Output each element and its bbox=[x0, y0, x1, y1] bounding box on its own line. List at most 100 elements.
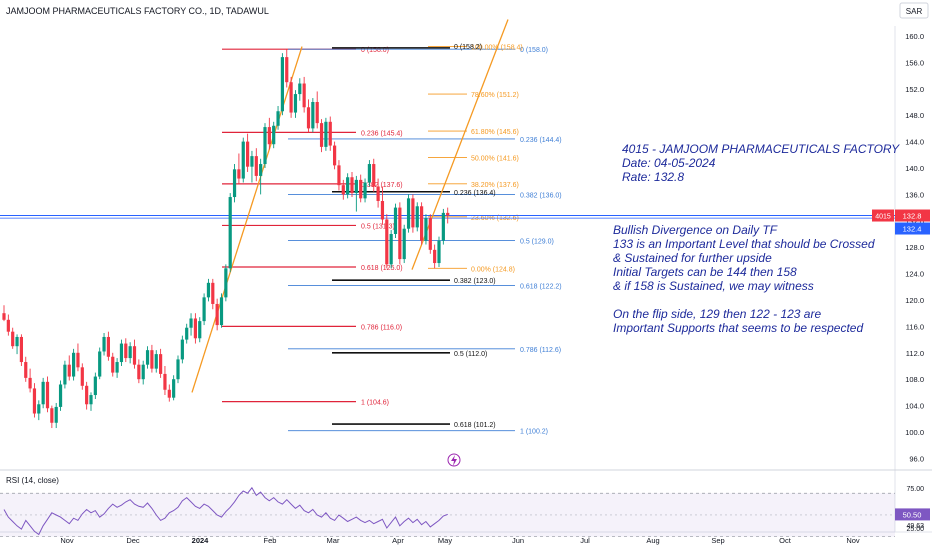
analysis-note: Bullish Divergence on Daily TF 133 is an… bbox=[613, 223, 875, 335]
candle-body bbox=[106, 336, 110, 357]
analysis-line-1: Bullish Divergence on Daily TF bbox=[613, 223, 778, 237]
time-tick-label: Sep bbox=[711, 536, 724, 545]
candle-body bbox=[54, 406, 58, 423]
currency-button-box[interactable] bbox=[899, 2, 929, 19]
candle-body bbox=[141, 364, 145, 380]
time-tick-label: Oct bbox=[779, 536, 792, 545]
last-price-badge: 132.8 bbox=[903, 212, 922, 221]
time-axis[interactable]: Nov Dec 2024 Feb Mar Apr May Jun Jul Aug Sep Oct Nov bbox=[60, 536, 860, 545]
candle-body bbox=[2, 313, 6, 320]
candle-body bbox=[298, 83, 302, 95]
candle-body bbox=[311, 102, 315, 129]
candle-body bbox=[398, 207, 402, 260]
candle-body bbox=[315, 102, 319, 124]
candle-body bbox=[50, 408, 54, 423]
candle-body bbox=[15, 336, 19, 347]
candle-body bbox=[359, 179, 363, 199]
time-tick-label: Apr bbox=[392, 536, 404, 545]
time-tick-label: Aug bbox=[646, 536, 659, 545]
candle-body bbox=[189, 318, 193, 328]
time-tick-label: Jun bbox=[512, 536, 524, 545]
candle-body bbox=[45, 381, 50, 409]
candle-body bbox=[211, 282, 215, 304]
candle-body bbox=[93, 376, 97, 396]
candle-body bbox=[420, 206, 424, 241]
fib-blue-label: 1 (100.2) bbox=[520, 429, 548, 436]
candle-body bbox=[259, 164, 263, 176]
candle-body bbox=[41, 381, 45, 405]
candles bbox=[2, 49, 450, 429]
candle-body bbox=[163, 373, 167, 390]
symbol-badge: 4015 bbox=[875, 214, 891, 221]
candle-body bbox=[202, 297, 206, 322]
price-tick-label: 136.0 bbox=[905, 190, 924, 199]
price-axis[interactable]: 160.0156.0152.0148.0144.0140.0136.0132.0… bbox=[905, 32, 924, 463]
time-tick-label: Mar bbox=[327, 536, 340, 545]
uptrend-line bbox=[191, 46, 303, 393]
candle-body bbox=[111, 356, 115, 373]
candle-body bbox=[406, 198, 411, 229]
candle-body bbox=[341, 185, 345, 195]
candle-body bbox=[76, 352, 80, 368]
fib-orange-label: 78.60% (151.2) bbox=[471, 92, 519, 99]
candle-body bbox=[306, 107, 311, 129]
price-tick-label: 100.0 bbox=[905, 428, 924, 437]
candle-body bbox=[58, 384, 63, 407]
candle-body bbox=[232, 169, 237, 198]
candle-body bbox=[415, 206, 419, 228]
info-line-3: Rate: 132.8 bbox=[622, 170, 684, 184]
candle-body bbox=[228, 197, 232, 269]
price-tick-label: 144.0 bbox=[905, 138, 924, 147]
price-tick-label: 96.0 bbox=[909, 454, 924, 463]
rsi-tick-label: 25.00 bbox=[906, 526, 924, 533]
time-tick-label: Feb bbox=[264, 536, 277, 545]
fib-red-label: 0.382 (137.6) bbox=[361, 182, 403, 189]
last-price-badge-box bbox=[895, 209, 930, 222]
time-tick-label: Nov bbox=[60, 536, 74, 545]
price-tick-label: 124.0 bbox=[905, 270, 924, 279]
candle-body bbox=[393, 207, 398, 234]
fib-red-label: 0.236 (145.4) bbox=[361, 130, 403, 137]
candle-body bbox=[285, 57, 289, 83]
candle-body bbox=[28, 377, 32, 389]
candle-body bbox=[241, 141, 245, 179]
candle-body bbox=[198, 321, 202, 339]
rsi-badge-box bbox=[895, 508, 930, 521]
analysis-line-4: Initial Targets can be 144 then 158 bbox=[613, 265, 797, 279]
candle-body bbox=[85, 385, 89, 405]
candle-body bbox=[333, 145, 337, 166]
candle-body bbox=[380, 201, 385, 220]
time-tick-label: Jul bbox=[580, 536, 590, 545]
candle-body bbox=[376, 186, 380, 201]
candle-body bbox=[328, 121, 332, 146]
currency-label[interactable]: SAR bbox=[906, 7, 923, 16]
price-tick-label: 116.0 bbox=[906, 322, 924, 331]
candle-body bbox=[37, 404, 41, 414]
price-badges: 4015 132.8 132.4 bbox=[872, 209, 930, 235]
candle-body bbox=[276, 111, 280, 126]
bolt-icon[interactable] bbox=[447, 453, 461, 467]
fib-orange-label: 0.00% (124.8) bbox=[471, 266, 515, 273]
symbol-badge-box bbox=[872, 209, 894, 222]
candle-body bbox=[367, 164, 371, 183]
candle-body bbox=[280, 57, 284, 112]
rsi-label: RSI (14, close) bbox=[6, 476, 59, 485]
fib-black-label: 0.236 (136.4) bbox=[454, 190, 496, 197]
fib-red-label: 1 (104.6) bbox=[361, 400, 389, 407]
candle-body bbox=[254, 156, 258, 176]
candle-body bbox=[206, 282, 211, 298]
analysis-line-3: & Sustained for further upside bbox=[613, 251, 772, 265]
price-tick-label: 128.0 bbox=[905, 243, 924, 252]
fib-blue-label: 0.618 (122.2) bbox=[520, 283, 562, 290]
candle-body bbox=[124, 343, 128, 359]
candle-body bbox=[337, 165, 341, 186]
rsi-tick-label: 75.00 bbox=[906, 486, 924, 493]
candle-body bbox=[437, 240, 441, 264]
candle-body bbox=[98, 351, 102, 377]
analysis-line-5: & if 158 is Sustained, we may witness bbox=[613, 279, 814, 293]
candle-body bbox=[324, 121, 328, 147]
fib-black-label: 0.618 (101.2) bbox=[454, 422, 496, 429]
candle-body bbox=[250, 156, 254, 167]
